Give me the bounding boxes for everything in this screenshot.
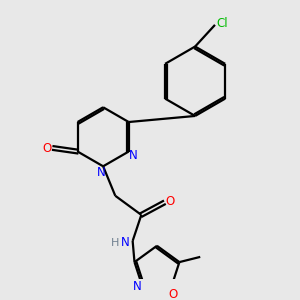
Text: N: N <box>132 280 141 293</box>
Text: N: N <box>97 166 106 179</box>
Text: N: N <box>128 149 137 162</box>
Text: O: O <box>166 194 175 208</box>
Text: N: N <box>121 236 129 249</box>
Text: O: O <box>168 288 177 300</box>
Text: O: O <box>42 142 52 154</box>
Text: Cl: Cl <box>216 17 228 31</box>
Text: H: H <box>110 238 119 248</box>
